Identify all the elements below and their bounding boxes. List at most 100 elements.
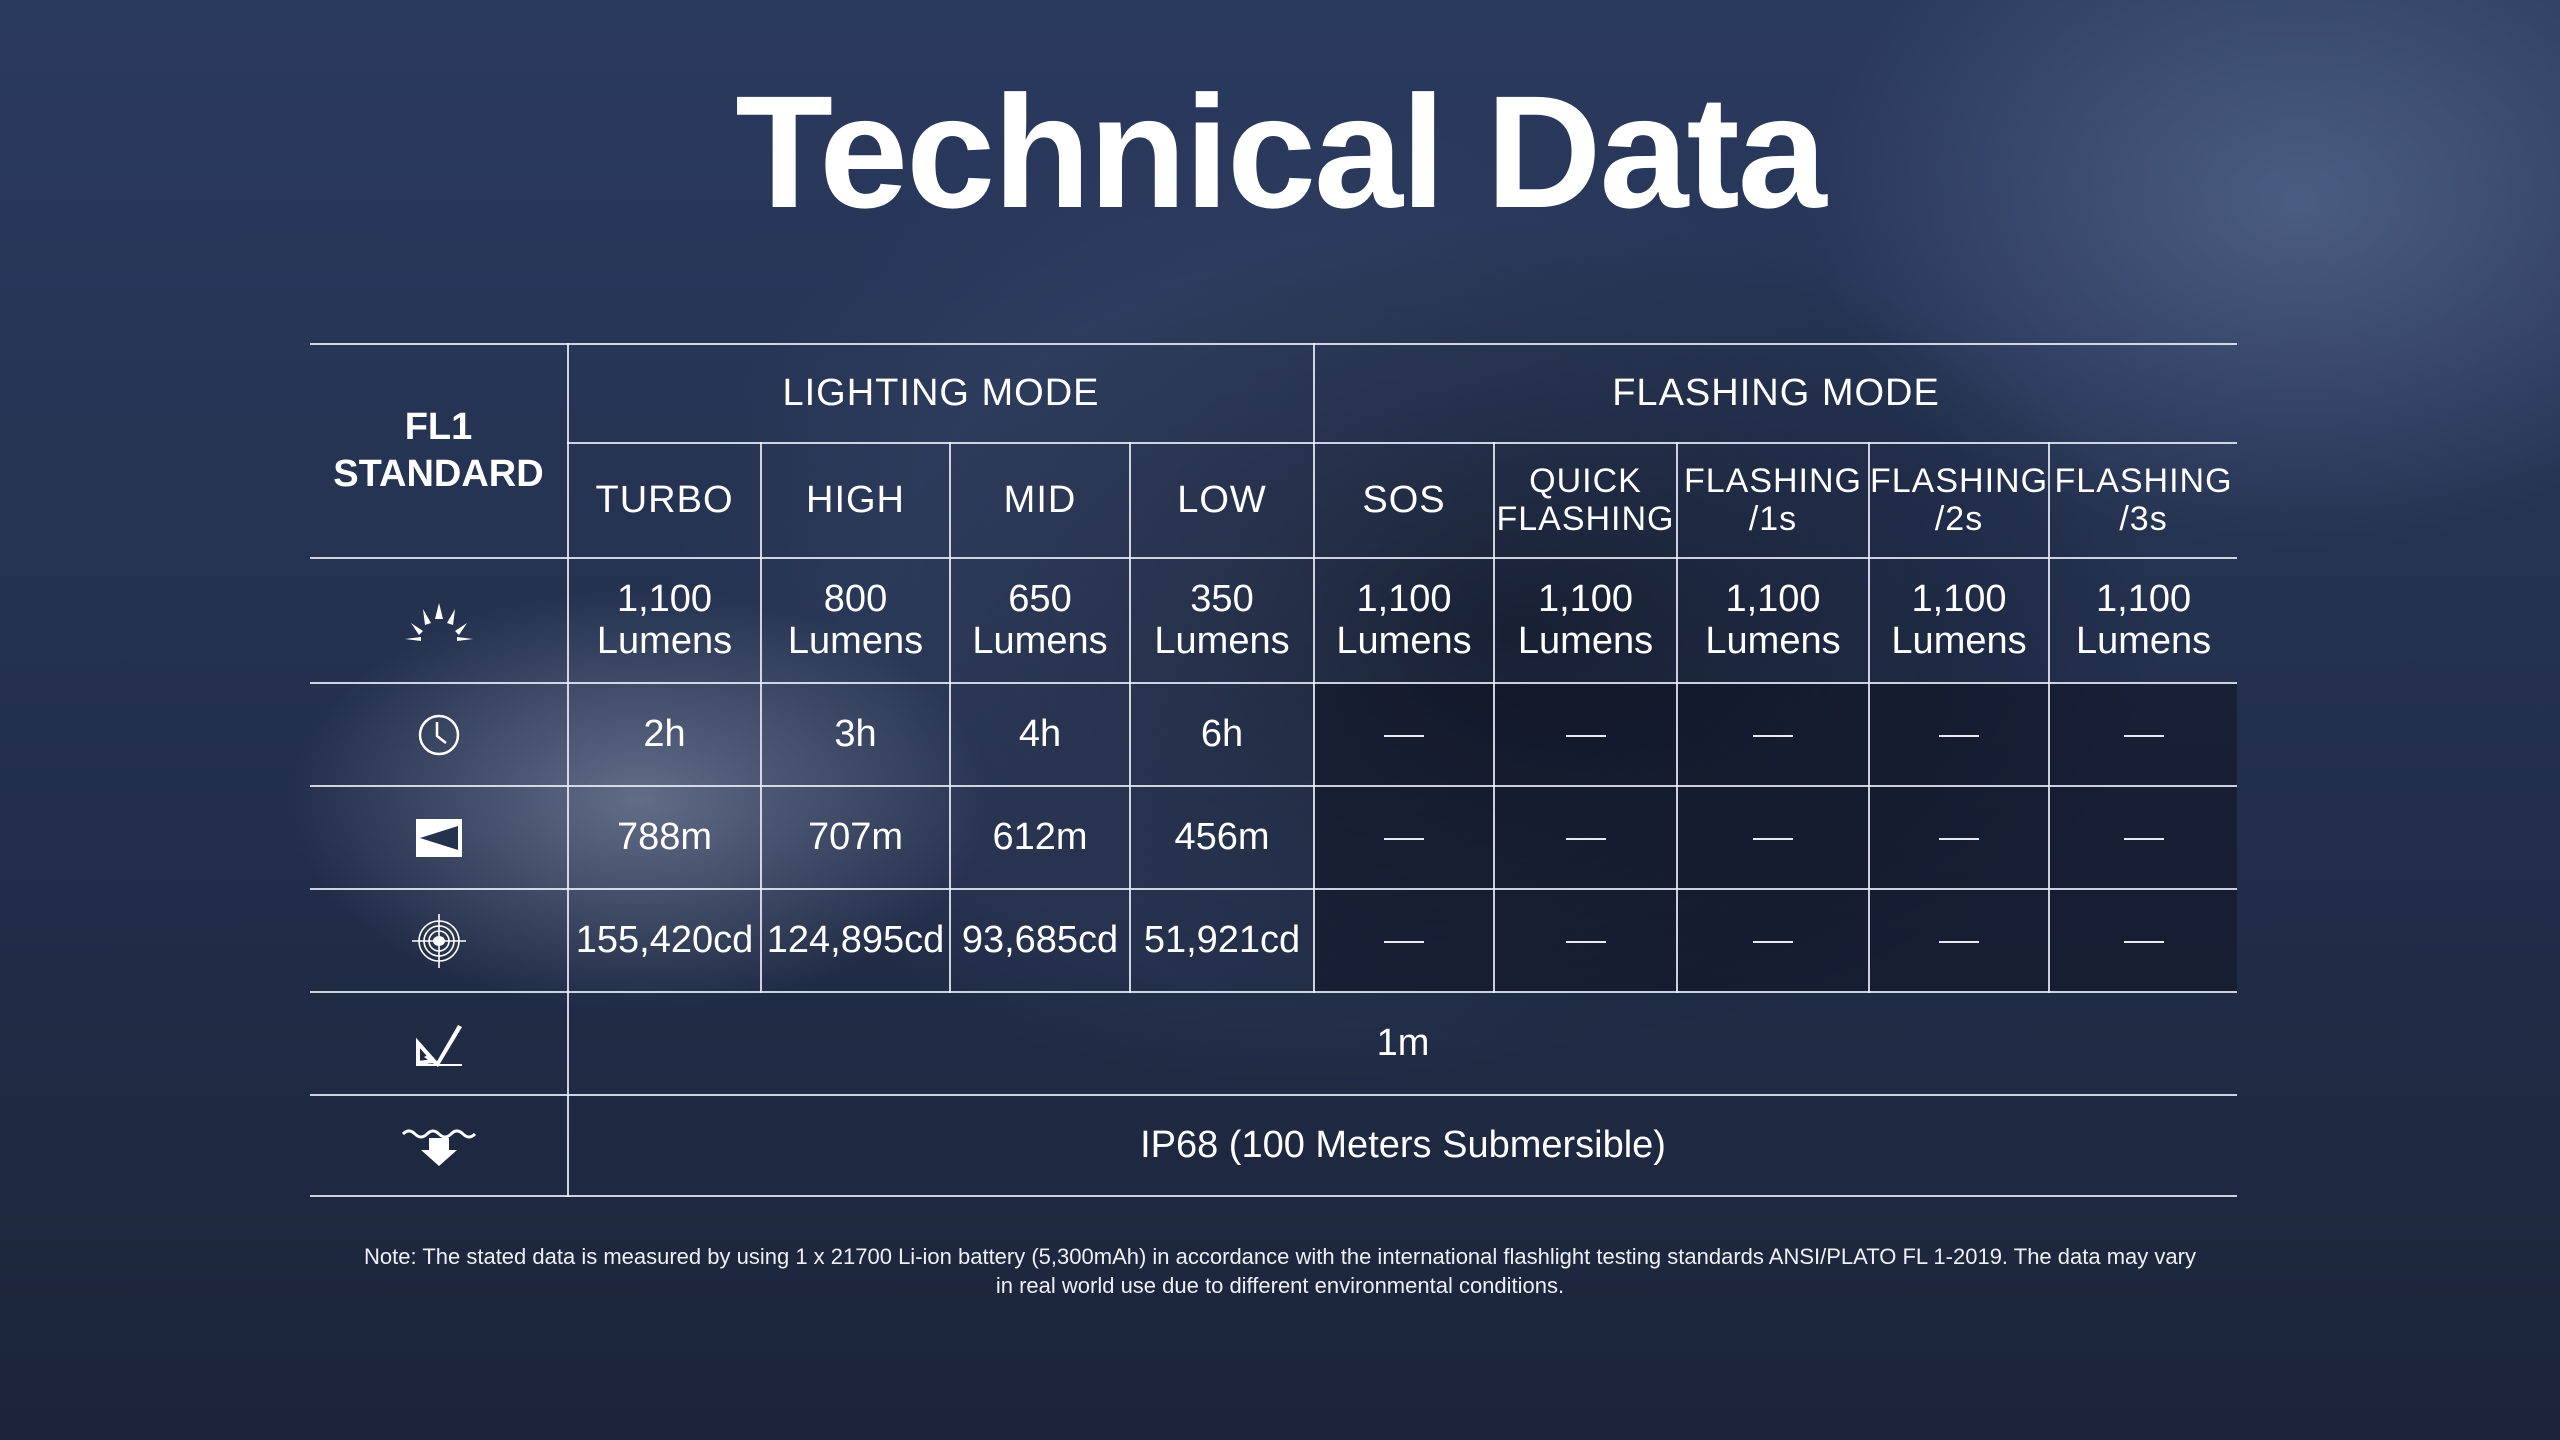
mode-label: HIGH: [806, 478, 905, 521]
lighting-mode-header: LIGHTING MODE: [567, 343, 1315, 444]
spec-row: 155,420cd 124,895cd 93,685cd 51,921cd: [310, 888, 2238, 993]
not-applicable-dash: [1384, 940, 1424, 943]
waterproof-rating-value: IP68 (100 Meters Submersible): [566, 1094, 2238, 1197]
mode-label: FLASHING: [1683, 462, 1863, 501]
spec-row: 788m 707m 612m 456m: [310, 785, 2238, 890]
cell-line: 1,100: [1356, 577, 1452, 620]
not-applicable-dash: [1753, 734, 1793, 737]
not-applicable-dash: [2123, 940, 2164, 943]
cell-line: 1,100: [1911, 577, 2007, 620]
spec-cell: 800 Lumens: [760, 557, 951, 684]
mode-label: MID: [1003, 478, 1077, 521]
not-applicable-dash: [1939, 734, 1980, 737]
spec-cell: [1867, 682, 2051, 787]
spec-cell: 51,921cd: [1129, 888, 1315, 993]
mode-label: /1s: [1748, 499, 1798, 538]
spec-cell: 3h: [760, 682, 951, 787]
spec-cell: 124,895cd: [760, 888, 951, 993]
runtime-clock-icon-cell: [310, 682, 569, 787]
spec-cell: [1867, 785, 2051, 890]
spec-cell: 707m: [760, 785, 951, 890]
mode-header: FLASHING/1s: [1676, 442, 1870, 559]
beam-distance-icon-cell: [310, 785, 569, 890]
spec-cell: 155,420cd: [567, 888, 762, 993]
cell-line: 1,100: [1537, 577, 1634, 620]
waterproof-icon-cell: [310, 1094, 569, 1197]
not-applicable-dash: [1565, 734, 1606, 737]
spec-cell: 1,100 Lumens: [567, 557, 762, 684]
cell-line: 350: [1190, 577, 1254, 620]
spec-cell: 612m: [949, 785, 1131, 890]
mode-label: LOW: [1177, 478, 1267, 521]
mode-header: MID: [949, 442, 1131, 559]
not-applicable-dash: [1384, 734, 1424, 737]
spec-cell: [1676, 785, 1870, 890]
spec-row: 2h 3h 4h 6h: [310, 682, 2238, 787]
mode-header: HIGH: [760, 442, 951, 559]
beam-distance-icon: [415, 818, 462, 857]
spec-cell: [1676, 682, 1870, 787]
intensity-target-icon-cell: [310, 888, 569, 993]
mode-label: TURBO: [595, 478, 734, 521]
cell-line: Lumens: [787, 619, 924, 662]
spec-cell: 1,100 Lumens: [1676, 557, 1870, 684]
spec-cell: [1313, 785, 1495, 890]
cell-line: 1,100: [2096, 577, 2192, 620]
mode-label: /3s: [2119, 499, 2168, 538]
mode-header: FLASHING/3s: [2048, 442, 2238, 559]
mode-label: FLASHING: [2054, 462, 2233, 501]
cell-line: Lumens: [596, 619, 733, 662]
not-applicable-dash: [1753, 940, 1793, 943]
page-title: Technical Data: [735, 62, 1826, 241]
spec-table: FL1 STANDARD LIGHTING MODE FLASHING MODE…: [310, 343, 2238, 1197]
mode-label: FLASHING: [1496, 499, 1675, 538]
cell-line: Lumens: [1517, 619, 1654, 662]
not-applicable-dash: [1753, 837, 1793, 840]
cell-line: 650: [1008, 577, 1072, 620]
spec-cell: [1676, 888, 1870, 993]
spec-cell: [1493, 888, 1678, 993]
spec-row: 1,100 Lumens 800 Lumens 650 Lumens 350 Lumens 1,…: [310, 557, 2238, 684]
mode-header: SOS: [1313, 442, 1495, 559]
waterproof-icon: [401, 1129, 476, 1166]
spec-cell: 4h: [949, 682, 1131, 787]
brightness-icon-cell: [310, 557, 569, 684]
spec-cell: 93,685cd: [949, 888, 1131, 993]
spec-cell: [2048, 682, 2238, 787]
spec-cell: [1313, 682, 1495, 787]
impact-resistance-value: 1m: [566, 991, 2238, 1096]
not-applicable-dash: [2123, 837, 2164, 840]
footnote: Note: The stated data is measured by usi…: [364, 1244, 2196, 1298]
cell-line: Lumens: [1336, 619, 1472, 662]
spec-cell: 650 Lumens: [949, 557, 1131, 684]
mode-label: SOS: [1362, 478, 1446, 521]
cell-line: 1,100: [1725, 577, 1821, 620]
cell-line: Lumens: [972, 619, 1108, 662]
runtime-clock-icon: [418, 714, 459, 755]
spec-cell: 1,100 Lumens: [2048, 557, 2238, 684]
brightness-icon: [404, 602, 473, 641]
cell-line: Lumens: [1891, 619, 2027, 662]
spec-cell: [2048, 785, 2238, 890]
cell-line: 800: [823, 577, 888, 620]
spec-cell: 1,100 Lumens: [1493, 557, 1678, 684]
mode-label: FLASHING: [1870, 462, 2049, 501]
mode-header: LOW: [1129, 442, 1315, 559]
not-applicable-dash: [1939, 837, 1980, 840]
spec-cell: [1313, 888, 1495, 993]
impact-resistance-icon-cell: [310, 991, 569, 1096]
not-applicable-dash: [1565, 940, 1606, 943]
spec-cell: [1493, 785, 1678, 890]
mode-header: QUICK FLASHING: [1493, 442, 1678, 559]
spec-cell: 2h: [567, 682, 762, 787]
spec-cell: 456m: [1129, 785, 1315, 890]
mode-label: QUICK: [1529, 462, 1642, 501]
not-applicable-dash: [2123, 734, 2164, 737]
cell-line: Lumens: [1705, 619, 1841, 662]
mode-label: /2s: [1934, 499, 1984, 538]
spec-cell: 788m: [567, 785, 762, 890]
cell-line: Lumens: [2075, 619, 2212, 662]
spec-cell: 1,100 Lumens: [1867, 557, 2051, 684]
mode-header: TURBO: [568, 442, 762, 559]
not-applicable-dash: [1565, 837, 1606, 840]
